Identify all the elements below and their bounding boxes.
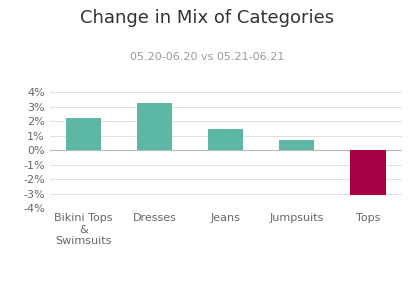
Bar [207, 129, 243, 150]
Bar [136, 103, 172, 150]
Text: Change in Mix of Categories: Change in Mix of Categories [80, 9, 333, 27]
Text: 05.20-06.20 vs 05.21-06.21: 05.20-06.20 vs 05.21-06.21 [130, 52, 283, 62]
Bar [278, 140, 314, 150]
Bar [349, 150, 385, 195]
Bar [66, 118, 101, 150]
